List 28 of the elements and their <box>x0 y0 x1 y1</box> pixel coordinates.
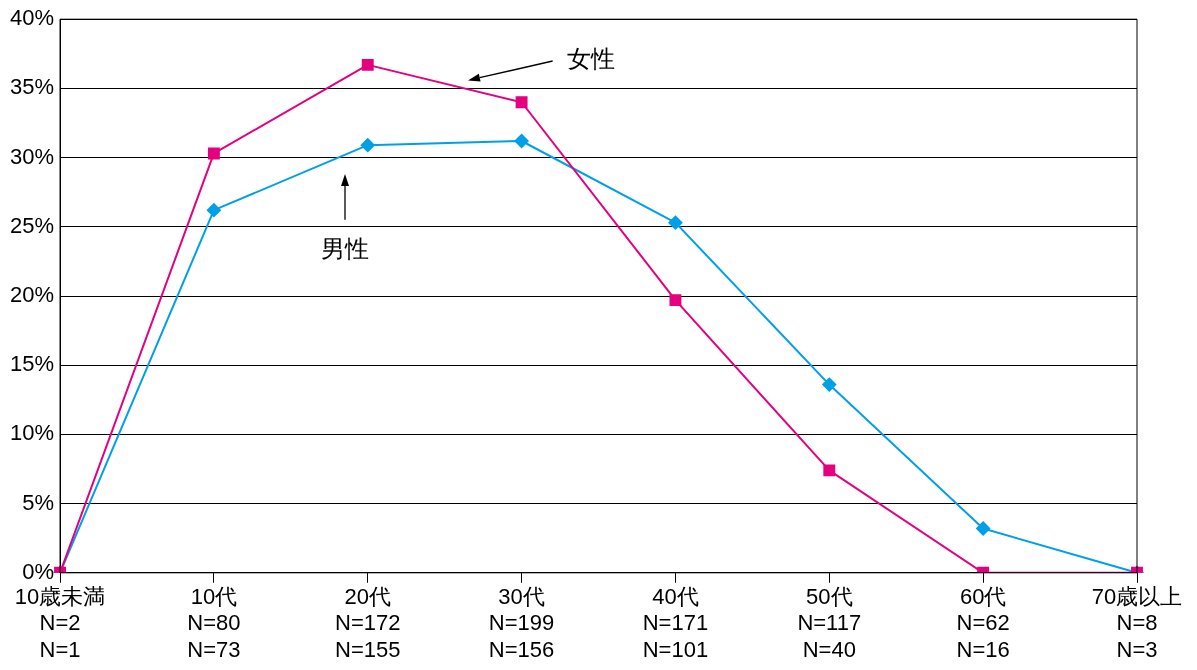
y-tick-label: 5% <box>22 489 55 515</box>
series-label: 女性 <box>566 45 615 73</box>
x-tick-label: 20代 N=172 N=155 <box>335 584 401 662</box>
y-tick-label: 40% <box>9 5 55 31</box>
point <box>206 203 221 218</box>
y-tick-label: 10% <box>9 420 55 446</box>
point <box>668 215 683 230</box>
y-tick-label: 20% <box>9 282 55 308</box>
point <box>515 96 528 109</box>
point <box>361 58 374 71</box>
y-tick-label: 15% <box>9 351 55 377</box>
x-tick-label: 70歳以上 N=8 N=3 <box>1091 584 1183 662</box>
point <box>822 377 837 392</box>
point <box>360 138 375 153</box>
y-tick-label: 30% <box>9 143 55 169</box>
x-tick-label: 50代 N=117 N=40 <box>797 584 862 662</box>
y-tick-label: 35% <box>9 74 55 100</box>
x-tick-label: 60代 N=62 N=16 <box>956 584 1010 662</box>
y-tick-label: 0% <box>22 558 55 584</box>
x-tick-label: 40代 N=171 N=101 <box>642 584 709 662</box>
x-tick-label: 10代 N=80 N=73 <box>187 584 241 662</box>
x-tick-label: 10歳未満 N=2 N=1 <box>14 584 106 662</box>
text: 男性 <box>320 234 369 262</box>
point <box>669 294 682 307</box>
point <box>514 133 529 148</box>
point <box>207 147 220 160</box>
x-tick-label: 30代 N=199 N=156 <box>488 584 555 662</box>
y-tick-label: 25% <box>9 212 55 238</box>
